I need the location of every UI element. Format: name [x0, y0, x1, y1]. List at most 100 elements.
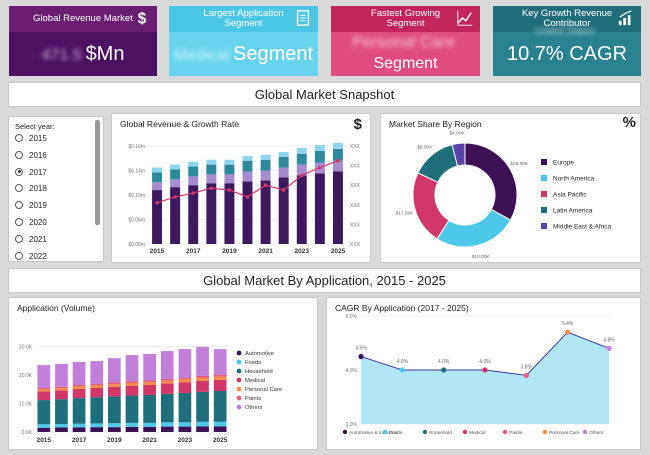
bar-segment: [125, 395, 139, 423]
panel-title: Global Revenue & Growth Rate: [120, 119, 240, 129]
bar-segment: [296, 153, 307, 165]
kpi-label: Largest Application Segment: [203, 8, 284, 29]
kpi-blurred-value: 471.5: [41, 47, 82, 64]
bar-segment: [314, 150, 325, 163]
y-tick-label: $0.10m: [128, 193, 145, 199]
panel-application-volume: Application (Volume) 0.0K 10.0K 20.0K 30.0K…: [8, 297, 318, 450]
legend-label: Foods: [245, 360, 261, 366]
legend-swatch: [542, 429, 548, 435]
year-label: 2021: [29, 234, 47, 244]
x-tick-label: 2017: [72, 437, 87, 444]
year-label: 2019: [29, 201, 47, 211]
legend-label: Medical: [245, 378, 265, 384]
cagr-value-label: 4.0%: [438, 359, 450, 365]
panel-title: Market Share By Region: [389, 119, 482, 129]
x-tick-label: 2017: [186, 248, 201, 255]
y2-tick-label: XXX: [350, 203, 361, 209]
bar-segment: [260, 159, 271, 171]
radio-button[interactable]: [15, 234, 23, 243]
slice-value-label: $26.00K: [510, 161, 529, 167]
legend-label: Personal Care: [549, 430, 580, 436]
cagr-value-label: 3.8%: [521, 364, 533, 370]
cagr-value-label: 4.8%: [603, 337, 615, 343]
bar-segment: [178, 382, 192, 393]
radio-button[interactable]: [15, 218, 23, 226]
bar-segment: [152, 190, 163, 244]
bar-segment: [37, 387, 51, 390]
bar-segment: [152, 172, 163, 183]
bar-segment: [242, 155, 253, 161]
year-label: 2022: [29, 251, 47, 261]
bar-segment: [125, 381, 139, 384]
year-scrollbar[interactable]: [95, 120, 100, 225]
kpi-key-growth-contributor[interactable]: Key Growth Revenue Contributor United St…: [493, 6, 641, 76]
panel-cagr-application: CAGR By Application (2017 - 2025) 2.0% 4.…: [326, 297, 641, 450]
bar-segment: [143, 380, 156, 383]
slice-value-label: $17.00K: [396, 211, 415, 217]
radio-button[interactable]: [15, 184, 23, 193]
kpi-largest-application[interactable]: Largest Application Segment Medical Segme…: [169, 6, 318, 76]
year-option-2016[interactable]: 2016: [15, 150, 47, 162]
kpi-blurred-value: United States: [534, 26, 596, 37]
bar-segment: [72, 398, 86, 424]
bar-segment: [37, 389, 51, 392]
kpi-value: Segment: [233, 43, 314, 65]
legend-swatch: [236, 377, 242, 383]
document-icon: [296, 10, 310, 26]
bar-segment: [72, 427, 86, 432]
year-option-2017[interactable]: 2017: [15, 167, 47, 179]
year-option-2022[interactable]: 2022: [15, 251, 47, 263]
bar-segment: [90, 397, 104, 424]
year-label: 2015: [29, 134, 47, 143]
year-option-2019[interactable]: 2019: [15, 200, 47, 212]
legend-swatch: [236, 359, 242, 365]
year-option-2018[interactable]: 2018: [15, 183, 47, 195]
bar-segment: [260, 154, 271, 160]
legend-swatch: [342, 429, 348, 435]
cagr-point: [399, 367, 405, 373]
cagr-point: [606, 345, 612, 351]
bar-segment: [178, 426, 192, 432]
x-tick-label: 2021: [258, 248, 273, 255]
legend-label: Automotive: [245, 351, 274, 357]
bar-segment: [160, 426, 174, 432]
bar-segment: [90, 361, 104, 384]
year-option-2021[interactable]: 2021: [15, 234, 47, 246]
radio-button[interactable]: [15, 201, 23, 210]
y-tick-label: 30.0K: [19, 345, 33, 351]
bar-segment: [143, 353, 156, 381]
bar-segment: [196, 377, 209, 382]
year-selector-label: Select year:: [15, 122, 55, 131]
growth-point: [245, 195, 250, 199]
bar-segment: [55, 363, 68, 387]
bar-segment: [332, 171, 343, 244]
year-option-2020[interactable]: 2020: [15, 217, 47, 229]
year-option-2015[interactable]: 2015: [15, 133, 47, 145]
kpi-label: Global Revenue Market: [33, 13, 133, 24]
radio-button[interactable]: [15, 134, 23, 142]
year-selector[interactable]: Select year: 2015 2016 2017 2018 2019 2020 202…: [8, 116, 104, 262]
legend-swatch: [541, 191, 547, 197]
radio-button[interactable]: [15, 150, 23, 159]
bar-segment: [37, 427, 51, 432]
bar-segment: [72, 385, 86, 387]
bar-segment: [143, 394, 156, 423]
kpi-label: Fastest Growing Segment: [370, 8, 441, 29]
bar-segment: [178, 392, 192, 423]
legend-swatch: [462, 429, 468, 435]
legend-swatch: [541, 223, 547, 229]
y-tick-label: 20.0K: [19, 373, 33, 379]
bar-segment: [332, 148, 343, 161]
radio-button[interactable]: [15, 167, 23, 176]
revenue-chart: $0.00m $0.06m $0.10m $0.14m $0.16m XXX XXX XXX X…: [128, 143, 361, 255]
bar-segment: [332, 160, 343, 172]
kpi-fastest-growing[interactable]: Fastest Growing Segment Personal Care Seg…: [331, 6, 480, 76]
year-label: 2016: [29, 150, 47, 160]
legend-swatch: [236, 386, 242, 392]
radio-button[interactable]: [15, 251, 23, 260]
legend-swatch: [382, 429, 388, 435]
bar-segment: [278, 151, 289, 157]
bar-segment: [213, 379, 227, 391]
kpi-global-revenue[interactable]: Global Revenue Market $ 471.5 $Mn: [9, 6, 157, 76]
bar-segment: [213, 390, 227, 422]
